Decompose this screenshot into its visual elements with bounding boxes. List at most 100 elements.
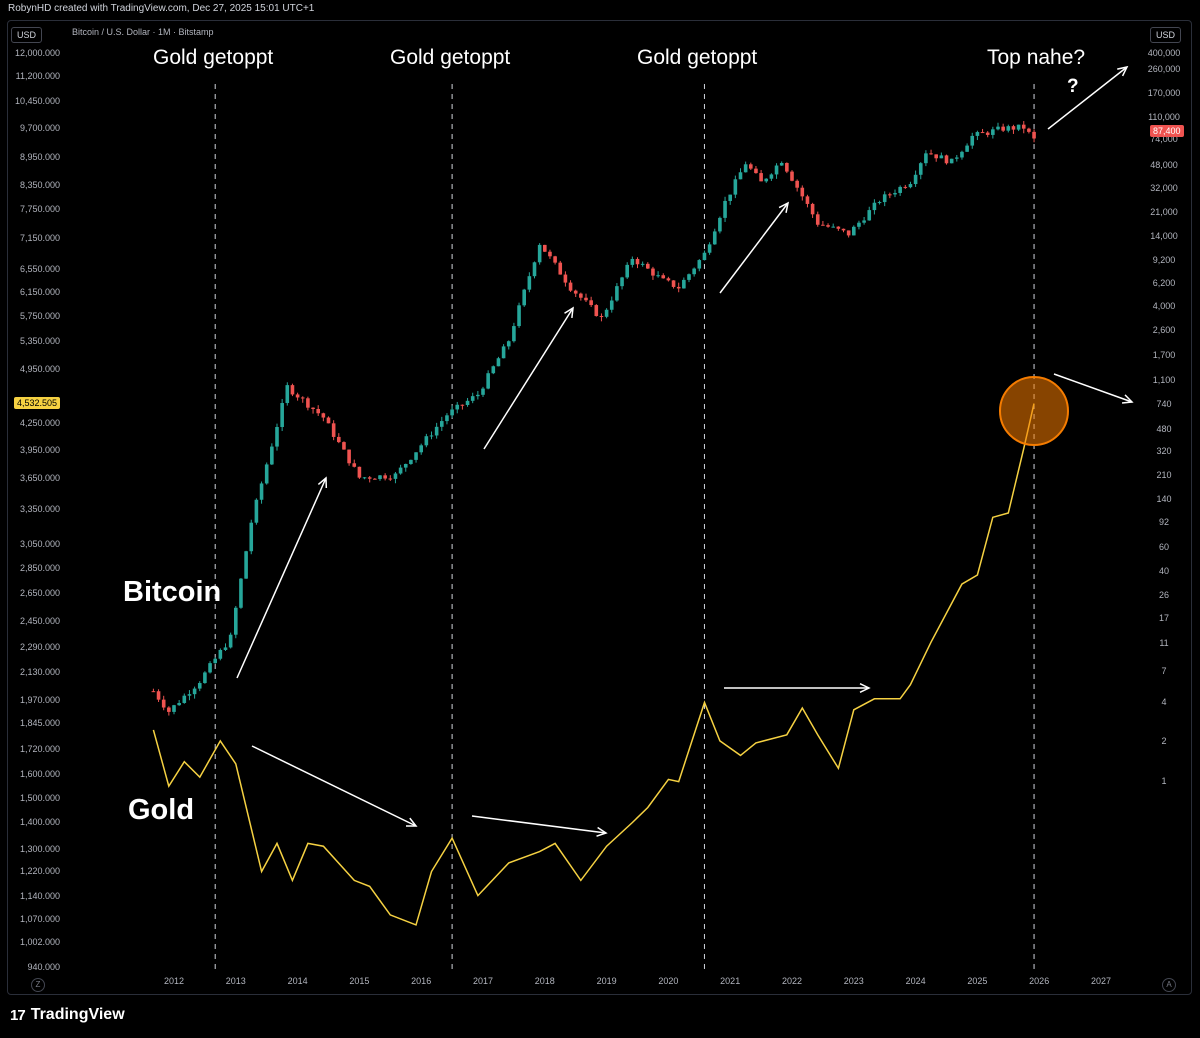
trend-arrows xyxy=(236,65,1134,837)
left-axis-tick: 2,290.000 xyxy=(19,642,60,652)
candle-body xyxy=(1032,131,1036,139)
year-label: 2023 xyxy=(843,976,864,986)
candle-body xyxy=(306,398,310,408)
candle-body xyxy=(537,244,542,263)
candle-body xyxy=(630,258,635,265)
right-axis-tick: 11 xyxy=(1159,638,1169,648)
year-label: 2027 xyxy=(1090,976,1112,986)
year-label: 2026 xyxy=(1029,976,1050,986)
candle-body xyxy=(388,478,393,480)
candle-body xyxy=(197,683,202,689)
left-axis-tick: 1,720.000 xyxy=(19,744,60,754)
candle-body xyxy=(944,155,949,164)
candle-body xyxy=(182,695,187,703)
right-axis-tick: 6,200 xyxy=(1152,278,1176,288)
year-label: 2013 xyxy=(225,976,246,986)
candle-body xyxy=(543,244,547,252)
candle-body xyxy=(718,217,722,232)
left-axis-tick: 940.000 xyxy=(27,962,60,972)
candle-body xyxy=(429,435,434,437)
candle-body xyxy=(218,649,223,659)
candle-body xyxy=(661,275,666,279)
auto-scale-button[interactable]: A xyxy=(1162,978,1176,992)
candle-body xyxy=(1001,126,1005,131)
annotation-gold-top-1: Gold getoppt xyxy=(153,46,274,69)
candle-body xyxy=(646,263,650,269)
candle-body xyxy=(424,436,429,446)
left-axis-tick: 1,600.000 xyxy=(19,769,60,779)
candle-body xyxy=(450,409,454,416)
candle-body xyxy=(852,226,856,236)
candle-body xyxy=(960,151,964,158)
candle-body xyxy=(640,263,645,265)
candle-body xyxy=(553,256,557,263)
trend-arrow-head xyxy=(317,476,328,489)
candle-body xyxy=(285,385,290,404)
left-currency-button[interactable]: USD xyxy=(11,27,43,43)
candle-body xyxy=(913,174,918,185)
candle-body xyxy=(702,252,707,261)
candle-body xyxy=(486,373,490,389)
right-axis-tick: 14,000 xyxy=(1150,231,1178,241)
candle-body xyxy=(712,231,717,245)
candle-body xyxy=(1027,128,1031,132)
candle-body xyxy=(888,194,892,196)
right-axis-tick: 140 xyxy=(1156,494,1172,504)
candle-body xyxy=(259,483,264,500)
right-axis-tick: 170,000 xyxy=(1147,88,1181,98)
candle-body xyxy=(460,404,465,406)
candle-body xyxy=(311,407,315,409)
candle-body xyxy=(841,228,846,231)
candle-body xyxy=(764,178,769,182)
year-label: 2024 xyxy=(905,976,926,986)
right-axis-tick: 2,600 xyxy=(1152,325,1176,335)
candle-body xyxy=(795,180,799,188)
candle-body xyxy=(599,316,604,318)
candle-body xyxy=(501,346,506,359)
right-axis-tick: 210 xyxy=(1156,470,1172,480)
candle-body xyxy=(254,499,259,523)
candle-body xyxy=(1021,124,1026,129)
candle-body xyxy=(362,477,367,479)
left-axis-tick: 3,350.000 xyxy=(19,504,60,514)
candle-body xyxy=(609,300,614,310)
candle-body xyxy=(192,688,197,695)
candle-body xyxy=(213,658,217,664)
candle-body xyxy=(275,427,279,447)
btc-price-tag: 87,400 xyxy=(1150,125,1184,137)
candle-body xyxy=(506,341,511,347)
candle-body xyxy=(548,251,552,257)
candle-body xyxy=(754,168,758,174)
candle-body xyxy=(347,449,351,464)
chart-credit: RobynHD created with TradingView.com, De… xyxy=(8,3,315,14)
candle-body xyxy=(342,442,346,450)
candle-body xyxy=(228,634,233,648)
right-currency-button[interactable]: USD xyxy=(1150,27,1182,43)
left-axis-tick: 8,950.000 xyxy=(19,152,60,162)
candle-body xyxy=(337,436,341,443)
candle-body xyxy=(532,262,537,277)
tradingview-footer[interactable]: 17 TradingView xyxy=(10,1006,125,1024)
right-axis-tick: 92 xyxy=(1158,517,1169,527)
right-axis-tick: 74,000 xyxy=(1150,134,1178,144)
zoom-button[interactable]: Z xyxy=(31,978,45,992)
trend-arrow-head xyxy=(596,826,608,837)
candle-body xyxy=(568,282,573,291)
symbol-title[interactable]: Bitcoin / U.S. Dollar · 1M · Bitstamp xyxy=(72,27,214,37)
candle-body xyxy=(465,400,470,406)
right-axis-tick: 7 xyxy=(1161,666,1167,676)
left-axis-tick: 6,550.000 xyxy=(19,264,60,274)
candle-body xyxy=(167,707,171,712)
candle-body xyxy=(522,289,526,306)
candle-body xyxy=(270,446,274,465)
candle-body xyxy=(790,171,794,181)
candle-body xyxy=(651,268,655,276)
right-axis-tick: 110,000 xyxy=(1148,112,1180,122)
left-axis-tick: 1,400.000 xyxy=(19,817,60,827)
candle-body xyxy=(666,278,671,281)
candle-body xyxy=(965,145,969,152)
gold-price-tag: 4,532.505 xyxy=(14,397,61,409)
right-axis-tick: 60 xyxy=(1158,542,1169,552)
trend-arrow xyxy=(251,745,417,827)
